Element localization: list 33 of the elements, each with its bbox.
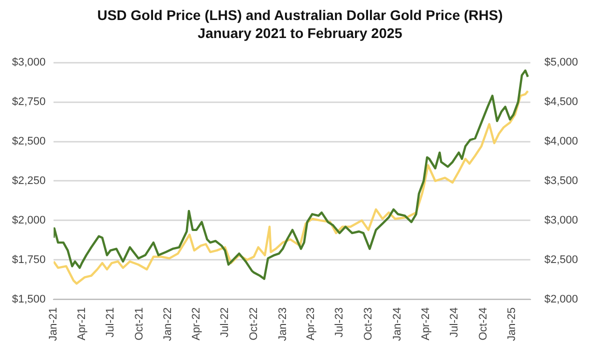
x-tick-label: Apr-21 [76,307,88,340]
y-tick-label: $1,500 [12,293,46,306]
x-tick-label: Apr-22 [190,307,202,340]
x-tick-label: Jul-23 [334,307,346,338]
y2-tick-label: $5,000 [544,56,578,69]
chart-subtitle: January 2021 to February 2025 [196,24,404,42]
x-tick-label: Oct-22 [248,307,260,340]
y2-tick-label: $2,000 [544,293,578,306]
chart-title: USD Gold Price (LHS) and Australian Dollar Gold Price (RHS) [96,6,504,24]
x-tick-label: Oct-23 [362,307,374,340]
y2-tick-label: $3,000 [544,214,578,226]
x-tick-label: Jul-21 [104,307,116,338]
y-tick-label: $2,500 [12,136,46,148]
y2-tick-label: $2,500 [544,254,578,266]
y2-tick-label: $4,500 [544,96,578,108]
x-tick-label: Oct-24 [477,307,490,340]
y-tick-label: $2,250 [12,175,46,188]
x-tick-label: Jul-24 [448,307,460,338]
x-tick-label: Apr-23 [305,307,318,340]
x-tick-label: Jan-22 [162,307,174,342]
x-tick-label: Jul-22 [219,307,232,338]
x-tick-label: Oct-21 [133,307,146,340]
y-tick-label: $2,000 [12,214,46,226]
y-tick-label: $3,000 [12,56,46,69]
x-tick-label: Jan-21 [48,307,60,342]
y2-tick-label: $3,500 [544,175,578,188]
x-tick-label: Apr-24 [420,307,432,340]
x-tick-label: Jan-23 [276,307,289,342]
y-tick-label: $2,750 [12,96,46,108]
x-tick-label: Jan-24 [391,307,404,342]
x-tick-label: Jan-25 [506,307,518,342]
y2-tick-label: $4,000 [544,136,578,148]
y-tick-label: $1,750 [12,254,46,266]
